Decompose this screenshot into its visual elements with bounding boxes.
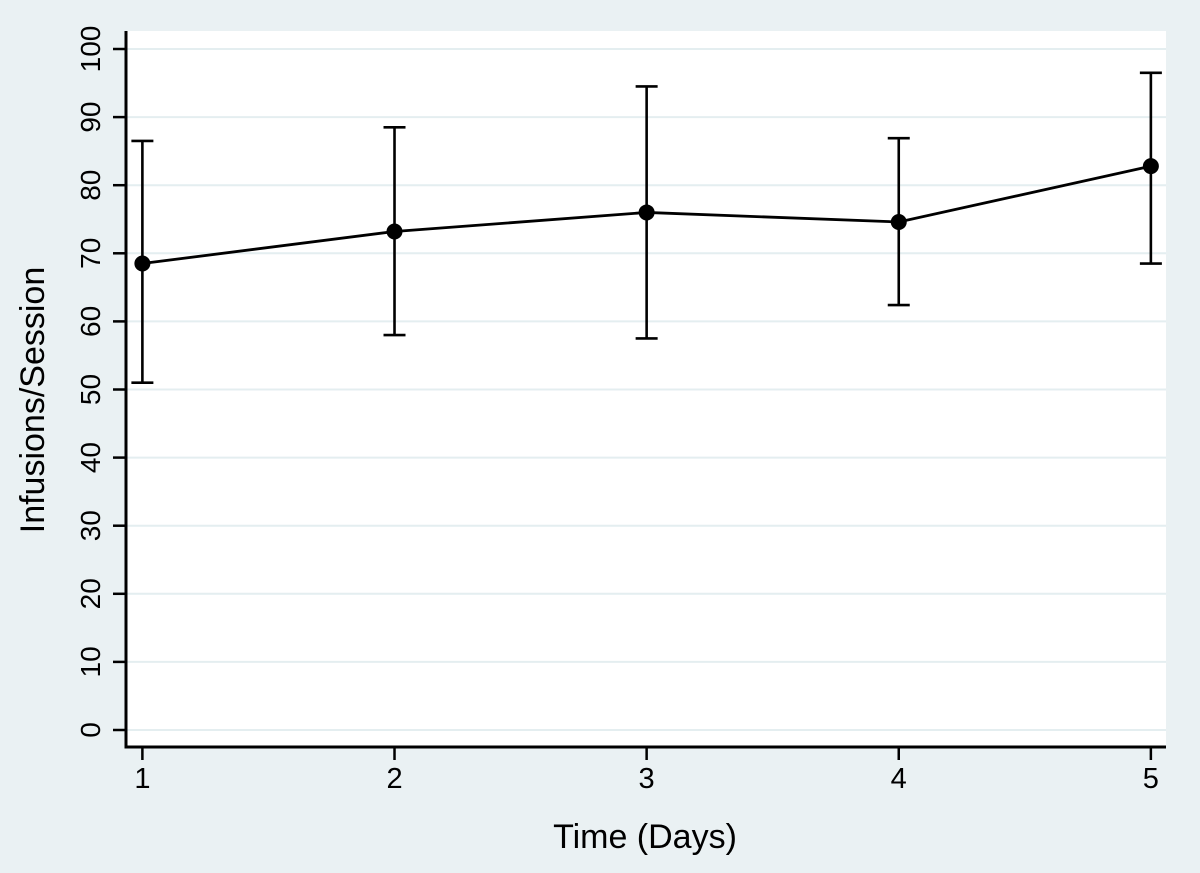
y-tick-label: 40 bbox=[75, 442, 106, 473]
x-tick-label: 2 bbox=[386, 763, 402, 795]
y-tick-label: 30 bbox=[75, 510, 106, 541]
plot-layer: 0 10 20 30 40 50 60 70 80 90 100 1 2 3 4 5 bbox=[75, 26, 1166, 795]
x-tick-label: 1 bbox=[134, 763, 150, 795]
y-tick-label: 0 bbox=[75, 722, 106, 738]
x-axis-title: Time (Days) bbox=[553, 818, 737, 856]
data-point bbox=[638, 204, 655, 221]
x-tick-label: 3 bbox=[639, 763, 655, 795]
y-tick-label: 80 bbox=[75, 170, 106, 201]
y-tick-label: 20 bbox=[75, 578, 106, 609]
x-tick-label: 5 bbox=[1143, 763, 1159, 795]
y-tick-label: 70 bbox=[75, 238, 106, 269]
data-point bbox=[890, 213, 907, 230]
data-point bbox=[1142, 158, 1159, 175]
y-tick-label: 60 bbox=[75, 306, 106, 337]
data-point bbox=[134, 255, 151, 272]
y-tick-label: 90 bbox=[75, 102, 106, 133]
y-tick-label: 50 bbox=[75, 374, 106, 405]
y-tick-label: 10 bbox=[75, 646, 106, 677]
y-axis-title: Infusions/Session bbox=[14, 267, 52, 534]
data-point bbox=[386, 223, 403, 240]
x-tick-label: 4 bbox=[891, 763, 907, 795]
y-tick-label: 100 bbox=[75, 26, 106, 73]
